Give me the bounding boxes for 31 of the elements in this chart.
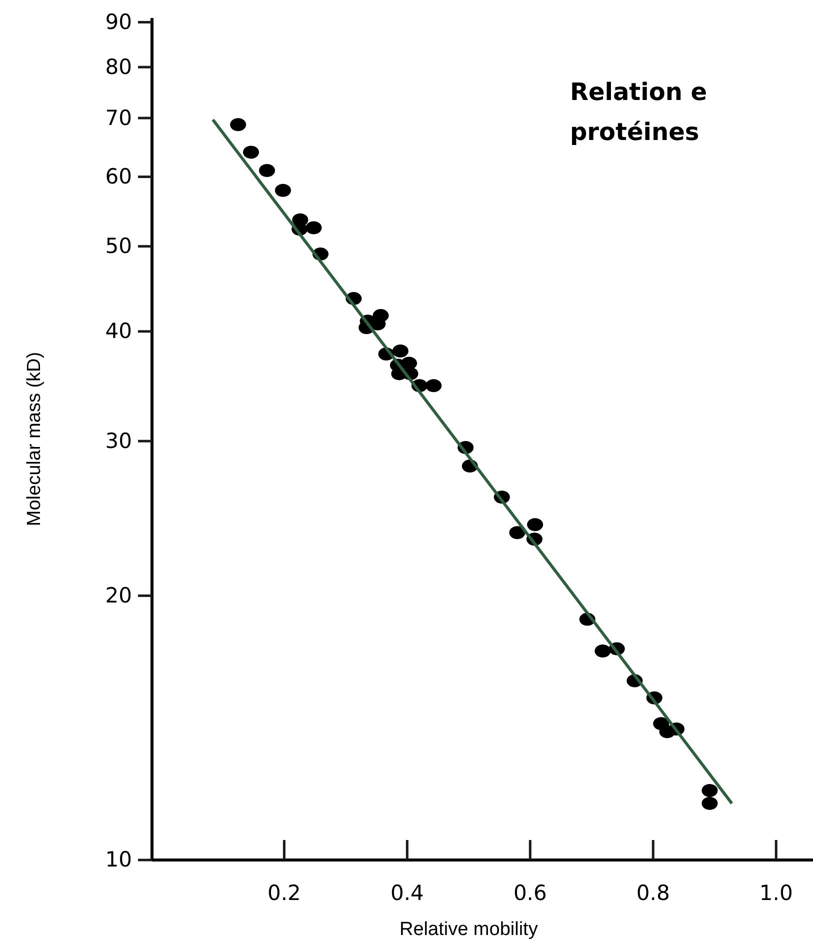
x-tick-label: 0.4: [390, 881, 424, 905]
point: [594, 644, 611, 658]
y-tick-label: 50: [105, 234, 132, 258]
x-tick-label: 0.8: [636, 881, 670, 905]
point: [242, 146, 259, 159]
x-tick-label: 0.2: [267, 881, 301, 905]
point: [230, 118, 246, 132]
x-axis-title: Relative mobility: [400, 919, 538, 940]
point: [274, 184, 291, 197]
point: [702, 784, 718, 797]
point: [509, 526, 526, 540]
y-tick-label: 20: [105, 583, 132, 608]
text: Relation e: [570, 78, 708, 106]
y-tick-label: 40: [105, 319, 132, 344]
x-tick-label: 0.6: [513, 881, 547, 905]
x-tick-label: 1.0: [759, 881, 793, 905]
point: [527, 518, 544, 532]
y-tick-label: 10: [105, 848, 132, 872]
point: [258, 164, 275, 178]
y-axis-title: Molecular mass (kD): [24, 352, 45, 526]
y-tick-label: 90: [105, 10, 132, 34]
y-tick-label: 60: [105, 164, 132, 189]
point: [392, 344, 408, 358]
point: [426, 379, 442, 392]
y-tick-label: 80: [105, 54, 132, 79]
point: [306, 221, 322, 234]
text: protéines: [570, 118, 700, 146]
point: [401, 356, 418, 370]
y-tick-label: 70: [105, 106, 132, 130]
point: [702, 796, 718, 810]
y-tick-label: 30: [105, 428, 132, 453]
